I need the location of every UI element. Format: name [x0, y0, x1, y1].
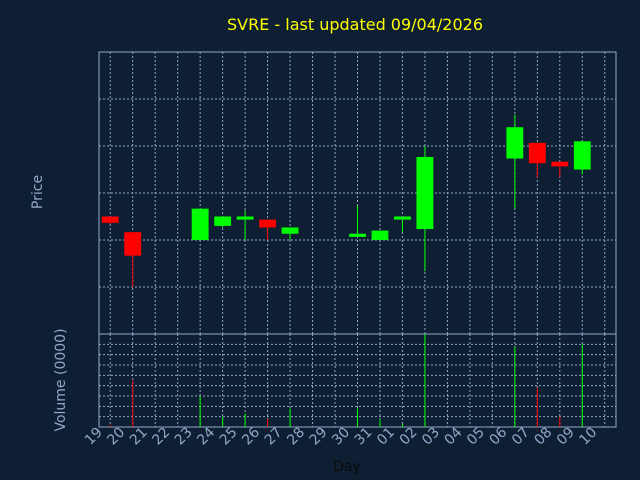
candle-body — [573, 141, 591, 170]
candle-body — [124, 232, 142, 256]
x-tick-label: 10 — [576, 425, 600, 449]
volume-panel — [98, 333, 617, 428]
candle-body — [236, 216, 254, 220]
candle-body — [528, 142, 546, 164]
x-tick-label: 25 — [217, 425, 241, 449]
x-tick-label: 29 — [307, 425, 331, 449]
x-tick-label: 02 — [397, 425, 421, 449]
x-tick-label: 06 — [487, 424, 511, 448]
x-tick-label: 31 — [352, 425, 376, 449]
x-tick-label: 07 — [509, 425, 533, 449]
x-axis-label: Day — [333, 459, 361, 475]
volume-axis-label: Volume (0000) — [53, 328, 69, 431]
candle-body — [101, 216, 119, 223]
candle-body — [191, 208, 209, 240]
x-tick-label: 04 — [442, 424, 466, 448]
candle-body — [371, 230, 389, 240]
x-tick-label: 19 — [82, 425, 106, 449]
candle-body — [259, 219, 277, 228]
x-tick-label: 03 — [419, 425, 443, 449]
x-tick-label: 30 — [329, 425, 353, 449]
price-panel — [98, 51, 617, 335]
candle-body — [551, 161, 569, 167]
x-tick-label: 20 — [104, 425, 128, 449]
x-tick-label: 24 — [194, 424, 218, 448]
x-tick-label: 01 — [374, 425, 398, 449]
candle-body — [506, 127, 524, 159]
x-tick-label: 05 — [464, 425, 488, 449]
candle-body — [349, 233, 366, 237]
x-tick-label: 23 — [172, 425, 196, 449]
candle-body — [281, 227, 299, 234]
x-tick-label: 28 — [284, 425, 308, 449]
candle-body — [394, 216, 411, 220]
x-tick-label: 27 — [262, 425, 286, 449]
x-tick-label: 09 — [554, 425, 578, 449]
x-tick-label: 08 — [531, 425, 555, 449]
price-axis-label: Price — [30, 175, 46, 209]
candle-body — [416, 156, 434, 230]
x-tick-label: 22 — [149, 425, 173, 449]
x-tick-label: 26 — [239, 424, 263, 448]
x-axis: 1920212223242526272829303101020304050607… — [82, 424, 600, 448]
chart-title: SVRE - last updated 09/04/2026 — [227, 15, 483, 34]
x-tick-label: 21 — [127, 425, 151, 449]
candle-body — [214, 216, 232, 226]
